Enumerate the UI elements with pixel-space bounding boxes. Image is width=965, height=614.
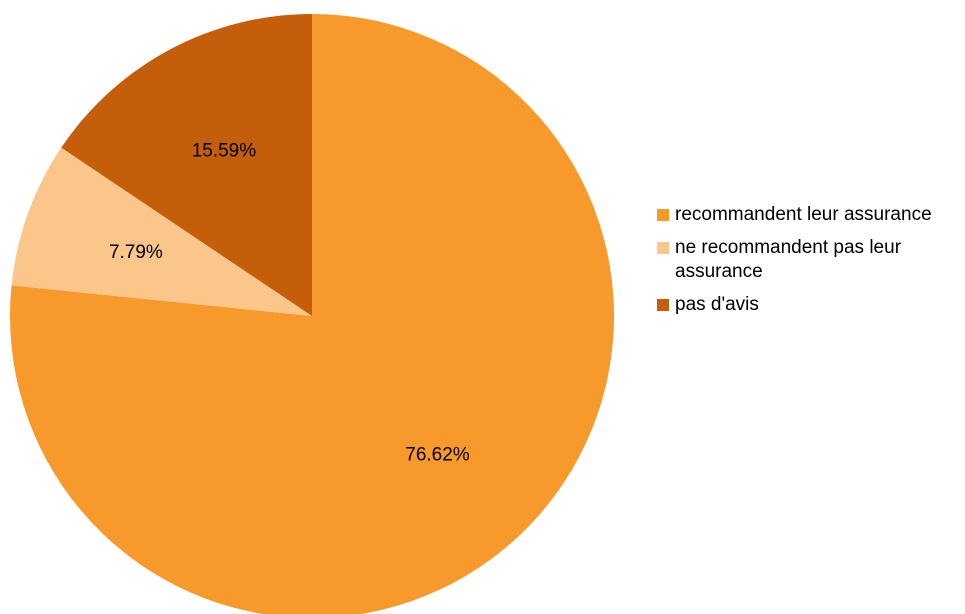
legend-swatch-recommend (657, 209, 669, 221)
legend-item-recommend: recommandent leur assurance (657, 203, 957, 227)
slice-value-label-recommend: 76.62% (405, 444, 470, 465)
pie-slice-no-opinion (61, 14, 313, 316)
legend-label-not-recommend: ne recommandent pas leur assurance (675, 237, 902, 282)
legend-swatch-not-recommend (657, 242, 669, 254)
legend-item-no-opinion: pas d'avis (657, 293, 957, 317)
legend-label-no-opinion: pas d'avis (675, 294, 759, 315)
pie-slice-recommend (10, 14, 614, 614)
legend-swatch-no-opinion (657, 299, 669, 311)
pie-slice-not-recommend (11, 147, 313, 316)
slice-value-label-no-opinion: 15.59% (192, 140, 257, 161)
slice-value-label-not-recommend: 7.79% (109, 242, 163, 263)
legend-item-not-recommend: ne recommandent pas leur assurance (657, 236, 957, 284)
legend: recommandent leur assurance ne recommand… (657, 203, 957, 326)
legend-label-recommend: recommandent leur assurance (675, 204, 932, 225)
